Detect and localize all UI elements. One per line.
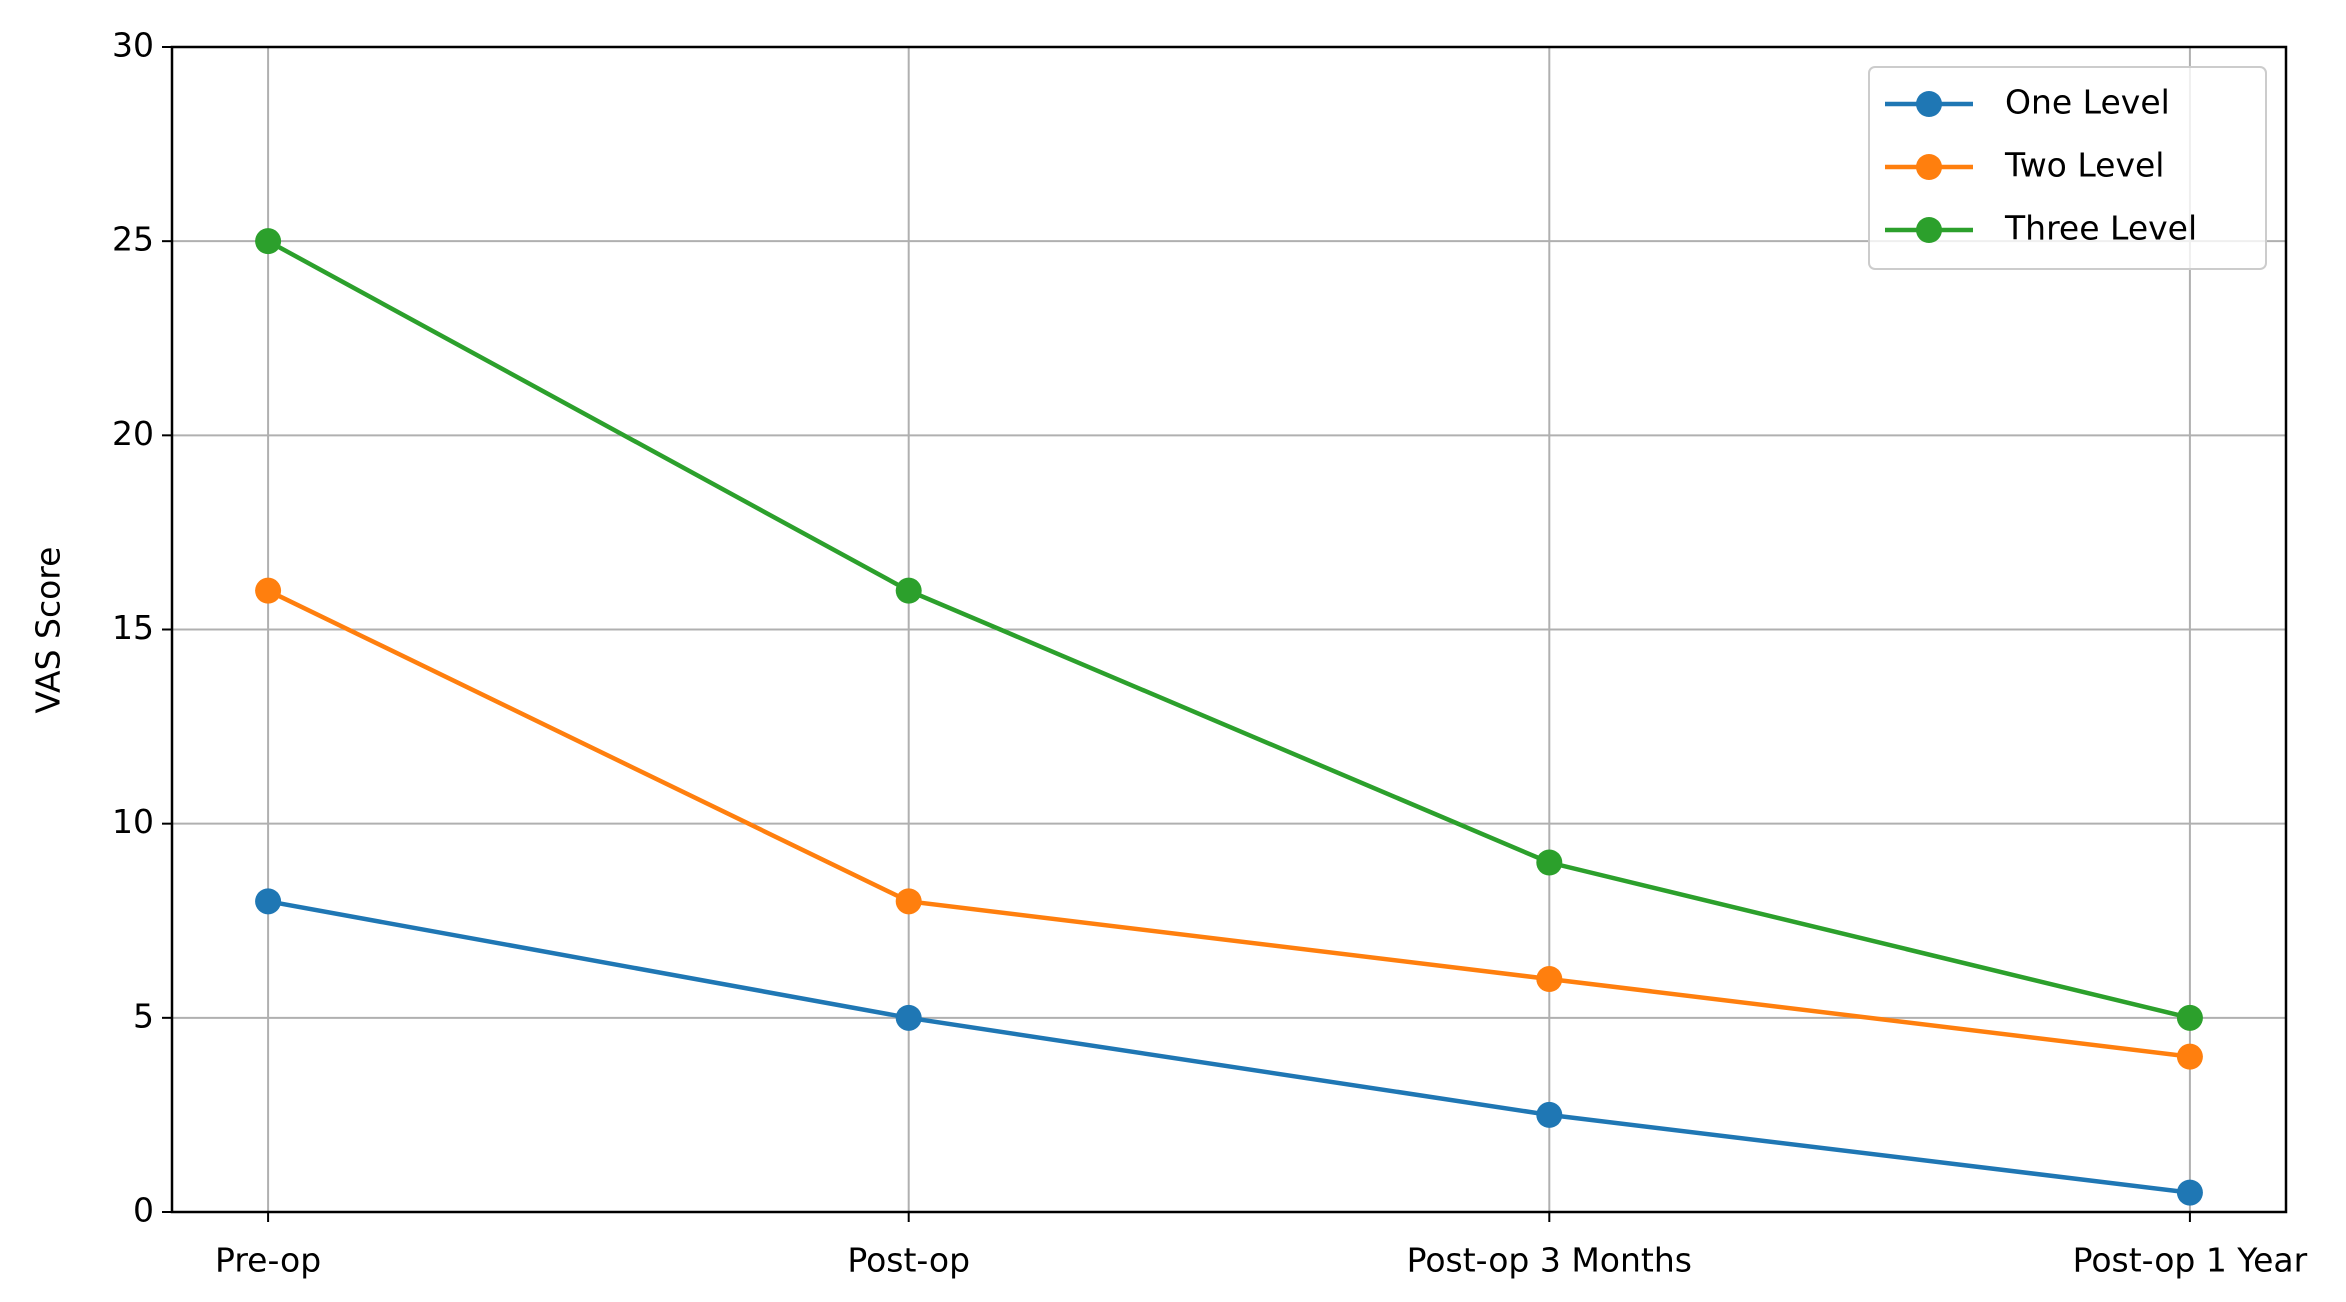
legend-box xyxy=(1868,66,2267,270)
legend-marker xyxy=(1916,217,1942,243)
legend-label: Three Level xyxy=(2004,209,2197,248)
y-tick-label: 5 xyxy=(133,996,154,1035)
legend-marker xyxy=(1916,91,1942,117)
marker xyxy=(895,888,922,915)
marker xyxy=(255,888,282,915)
y-tick-label: 25 xyxy=(112,220,154,259)
legend-label: One Level xyxy=(2005,83,2170,122)
series-line xyxy=(267,588,2191,1059)
x-tick-label: Pre-op xyxy=(215,1241,321,1280)
x-tick-label: Post-op 3 Months xyxy=(1407,1241,1692,1280)
marker xyxy=(255,228,282,255)
series-line xyxy=(267,239,2191,1021)
marker xyxy=(255,577,282,604)
marker xyxy=(2176,1043,2203,1070)
marker xyxy=(1536,966,1563,992)
y-tick-label: 0 xyxy=(133,1191,154,1230)
marker xyxy=(895,1004,922,1031)
legend: One Level Two Level Three Level xyxy=(1868,66,2267,270)
marker xyxy=(1536,849,1563,876)
legend-marker xyxy=(1916,154,1942,180)
x-tick-label: Post-op 1 Year xyxy=(2073,1241,2308,1280)
marker xyxy=(2176,1004,2203,1031)
y-tick-label: 30 xyxy=(112,26,154,65)
plot-frame xyxy=(170,45,2288,1214)
y-tick-label: 10 xyxy=(112,802,154,841)
marker xyxy=(895,577,922,604)
y-axis-label: VAS Score xyxy=(29,547,68,714)
marker xyxy=(2176,1179,2203,1206)
legend-label: Two Level xyxy=(2004,146,2164,185)
x-tick-label: Post-op xyxy=(847,1241,970,1280)
y-tick-label: 20 xyxy=(112,414,154,453)
y-tick-label: 15 xyxy=(112,608,154,647)
series-line xyxy=(267,899,2191,1195)
marker xyxy=(1536,1101,1563,1128)
